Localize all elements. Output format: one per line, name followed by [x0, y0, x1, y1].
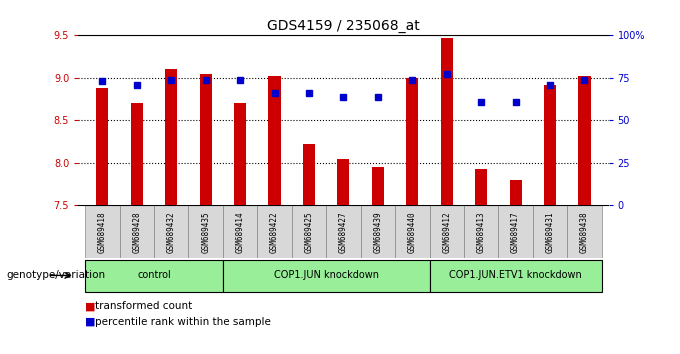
Text: percentile rank within the sample: percentile rank within the sample — [95, 317, 271, 327]
Bar — [544, 85, 556, 205]
Text: GSM689427: GSM689427 — [339, 211, 348, 253]
Bar — [567, 205, 602, 258]
Bar — [372, 167, 384, 205]
Bar — [533, 205, 567, 258]
Text: GSM689438: GSM689438 — [580, 211, 589, 253]
Bar — [292, 205, 326, 258]
Text: COP1.JUN.ETV1 knockdown: COP1.JUN.ETV1 knockdown — [449, 270, 582, 280]
Text: GSM689418: GSM689418 — [98, 211, 107, 253]
Text: GSM689412: GSM689412 — [442, 211, 452, 253]
Bar — [234, 103, 246, 205]
Text: genotype/variation: genotype/variation — [7, 270, 106, 280]
Text: GSM689414: GSM689414 — [235, 211, 245, 253]
Text: GSM689439: GSM689439 — [373, 211, 382, 253]
Bar — [85, 205, 120, 258]
Text: GSM689440: GSM689440 — [408, 211, 417, 253]
Bar — [131, 103, 143, 205]
Bar — [395, 205, 430, 258]
Bar — [579, 76, 590, 205]
Bar — [223, 205, 257, 258]
Bar — [120, 205, 154, 258]
Text: GSM689428: GSM689428 — [132, 211, 141, 253]
Text: GSM689432: GSM689432 — [167, 211, 175, 253]
Text: control: control — [137, 270, 171, 280]
Bar — [509, 180, 522, 205]
Bar — [406, 78, 418, 205]
Bar — [188, 205, 223, 258]
Bar — [303, 144, 315, 205]
Bar — [464, 205, 498, 258]
Bar — [441, 38, 453, 205]
Bar — [430, 260, 602, 292]
Bar — [360, 205, 395, 258]
Bar — [85, 260, 223, 292]
Text: ■: ■ — [85, 301, 95, 311]
Bar — [165, 69, 177, 205]
Text: transformed count: transformed count — [95, 301, 192, 311]
Bar — [223, 260, 430, 292]
Text: GSM689431: GSM689431 — [545, 211, 555, 253]
Bar — [257, 205, 292, 258]
Text: GSM689417: GSM689417 — [511, 211, 520, 253]
Bar — [200, 74, 211, 205]
Bar — [269, 76, 281, 205]
Text: GSM689435: GSM689435 — [201, 211, 210, 253]
Bar — [154, 205, 188, 258]
Text: GSM689413: GSM689413 — [477, 211, 486, 253]
Bar — [430, 205, 464, 258]
Bar — [326, 205, 360, 258]
Text: COP1.JUN knockdown: COP1.JUN knockdown — [273, 270, 379, 280]
Bar — [337, 159, 350, 205]
Bar — [475, 169, 487, 205]
Bar — [97, 88, 108, 205]
Bar — [498, 205, 533, 258]
Text: ■: ■ — [85, 317, 95, 327]
Title: GDS4159 / 235068_at: GDS4159 / 235068_at — [267, 19, 420, 33]
Text: GSM689425: GSM689425 — [305, 211, 313, 253]
Text: GSM689422: GSM689422 — [270, 211, 279, 253]
